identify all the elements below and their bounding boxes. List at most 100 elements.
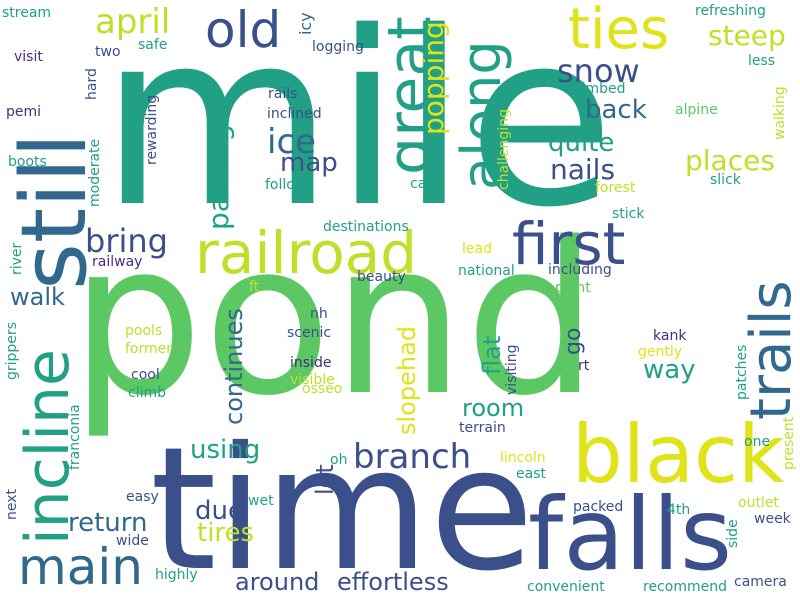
word-climbed: climbed: [570, 81, 626, 97]
word-main: main: [18, 538, 143, 596]
word-challenging: challenging: [496, 109, 512, 190]
word-oh: oh: [330, 452, 348, 468]
word-return: return: [68, 508, 148, 538]
word-one: one: [744, 434, 771, 450]
word-refreshing: refreshing: [695, 3, 766, 19]
word-ice: ice: [267, 122, 317, 162]
word-grippers: grippers: [4, 322, 20, 380]
word-national: national: [458, 263, 515, 279]
word-first: first: [512, 210, 626, 278]
word-lead: lead: [462, 241, 492, 257]
word-osseo: osseo: [302, 381, 343, 397]
word-follows: follows: [265, 177, 314, 193]
word-popping: popping: [417, 21, 450, 135]
word-river: river: [9, 242, 25, 275]
word-week: week: [754, 511, 791, 527]
word-pond: pond: [70, 197, 599, 442]
word-way: way: [643, 355, 696, 385]
word-beauty: beauty: [357, 269, 406, 285]
word-walk: walk: [10, 283, 65, 311]
word-tires: tires: [197, 518, 255, 548]
word-stream: stream: [2, 5, 52, 21]
word-visiting: visiting: [504, 344, 520, 396]
word-falls: falls: [528, 476, 733, 593]
word-using: using: [190, 435, 261, 465]
word-flat: flat: [478, 335, 506, 375]
word-scenic: scenic: [287, 325, 332, 341]
word-ft: ft: [249, 279, 260, 295]
word-visible: visible: [290, 372, 335, 388]
word-back: back: [585, 95, 647, 125]
word-trails: trails: [739, 280, 800, 420]
word-outlet: outlet: [738, 495, 779, 511]
word-camera: camera: [734, 574, 787, 590]
word-kank: kank: [653, 328, 687, 344]
word-convenient: convenient: [527, 579, 605, 595]
word-forest: forest: [595, 180, 636, 196]
word-less: less: [748, 53, 776, 69]
word-pemi: pemi: [6, 104, 42, 120]
word-recommend: recommend: [643, 579, 727, 595]
word-quite: quite: [548, 128, 615, 158]
word-east: east: [516, 466, 546, 482]
word-nails: nails: [550, 153, 616, 186]
word-moderate: moderate: [87, 138, 103, 207]
word-due: due: [195, 496, 244, 526]
word-old: old: [205, 1, 282, 59]
word-april: april: [95, 2, 171, 42]
word-point: point: [555, 280, 591, 296]
word-visit: visit: [14, 49, 43, 65]
word-two: two: [95, 44, 121, 60]
word-inclined: inclined: [267, 106, 322, 122]
word-ties: ties: [568, 0, 670, 62]
word-railroad: railroad: [195, 219, 418, 287]
word-rewarding: rewarding: [144, 94, 160, 165]
word-side: side: [725, 519, 741, 548]
word-effortless: effortless: [337, 568, 449, 596]
word-present: present: [781, 416, 797, 470]
word-room: room: [462, 394, 525, 422]
word-wide: wide: [116, 533, 149, 549]
word-packed: packed: [573, 499, 624, 515]
word-hard: hard: [84, 68, 100, 100]
word-former: former: [125, 341, 173, 357]
word-logging: logging: [312, 39, 364, 55]
word-go: go: [561, 327, 586, 355]
word-map: map: [280, 148, 338, 178]
word-lincoln: lincoln: [500, 450, 546, 466]
word-rails: rails: [268, 86, 298, 102]
word-including: including: [548, 262, 612, 278]
word-easy: easy: [126, 489, 159, 505]
word-alpine: alpine: [675, 102, 718, 118]
word-highly: highly: [155, 567, 198, 583]
word-boots: boots: [8, 154, 47, 170]
word-case: case: [410, 176, 443, 192]
word-black: black: [572, 408, 785, 501]
word-inside: inside: [290, 355, 332, 371]
word-lot: lot: [311, 464, 339, 495]
word-cool: cool: [131, 367, 160, 383]
word-rt: rt: [578, 358, 590, 374]
word-slick: slick: [710, 172, 741, 188]
word-icy: icy: [296, 12, 315, 35]
word-around: around: [235, 568, 320, 596]
word-safe: safe: [138, 37, 168, 53]
word-4th: 4th: [667, 502, 691, 518]
word-parking: parking: [202, 124, 235, 230]
word-pools: pools: [125, 323, 163, 339]
word-branch: branch: [353, 437, 472, 477]
word-railway: railway: [92, 254, 143, 270]
word-nh: nh: [310, 306, 328, 322]
word-terrain: terrain: [459, 420, 506, 436]
word-mile: mile: [100, 0, 615, 260]
word-wet: wet: [248, 493, 274, 509]
word-franconia: franconia: [67, 404, 83, 470]
word-stick: stick: [612, 206, 645, 222]
word-next: next: [4, 488, 20, 520]
word-gently: gently: [638, 344, 683, 360]
word-time: time: [150, 411, 535, 600]
word-snow: snow: [557, 52, 640, 90]
word-slopehad: slopehad: [393, 325, 421, 435]
word-places: places: [685, 144, 775, 177]
